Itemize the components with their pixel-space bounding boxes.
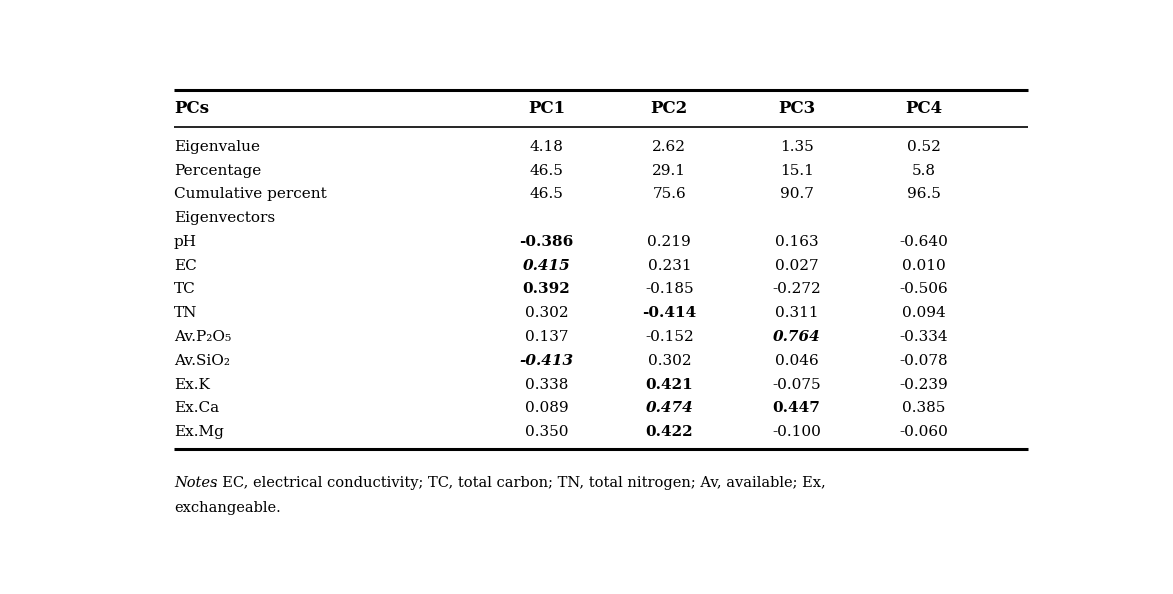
Text: -0.414: -0.414 — [643, 307, 697, 320]
Text: 0.422: 0.422 — [645, 425, 693, 439]
Text: 0.089: 0.089 — [524, 402, 569, 415]
Text: 0.302: 0.302 — [647, 354, 691, 368]
Text: PC2: PC2 — [651, 100, 689, 117]
Text: 0.392: 0.392 — [523, 283, 570, 296]
Text: 29.1: 29.1 — [652, 163, 686, 178]
Text: 1.35: 1.35 — [780, 140, 814, 154]
Text: . EC, electrical conductivity; TC, total carbon; TN, total nitrogen; Av, availab: . EC, electrical conductivity; TC, total… — [213, 476, 826, 490]
Text: 0.52: 0.52 — [907, 140, 941, 154]
Text: -0.152: -0.152 — [645, 330, 693, 344]
Text: -0.185: -0.185 — [645, 283, 693, 296]
Text: -0.506: -0.506 — [900, 283, 948, 296]
Text: 0.338: 0.338 — [526, 378, 568, 391]
Text: Notes: Notes — [174, 476, 217, 490]
Text: 90.7: 90.7 — [780, 187, 814, 201]
Text: 15.1: 15.1 — [780, 163, 814, 178]
Text: Eigenvectors: Eigenvectors — [174, 211, 274, 225]
Text: 0.447: 0.447 — [773, 402, 821, 415]
Text: Av.P₂O₅: Av.P₂O₅ — [174, 330, 231, 344]
Text: 0.421: 0.421 — [645, 378, 693, 391]
Text: Cumulative percent: Cumulative percent — [174, 187, 326, 201]
Text: -0.060: -0.060 — [900, 425, 948, 439]
Text: 0.094: 0.094 — [902, 307, 945, 320]
Text: -0.413: -0.413 — [520, 354, 574, 368]
Text: 0.474: 0.474 — [645, 402, 693, 415]
Text: Ex.K: Ex.K — [174, 378, 210, 391]
Text: -0.078: -0.078 — [900, 354, 948, 368]
Text: -0.334: -0.334 — [900, 330, 948, 344]
Text: 46.5: 46.5 — [530, 187, 563, 201]
Text: -0.100: -0.100 — [772, 425, 821, 439]
Text: Ex.Ca: Ex.Ca — [174, 402, 219, 415]
Text: 0.010: 0.010 — [902, 258, 945, 273]
Text: 0.350: 0.350 — [524, 425, 569, 439]
Text: -0.075: -0.075 — [772, 378, 821, 391]
Text: 0.385: 0.385 — [902, 402, 945, 415]
Text: 0.137: 0.137 — [524, 330, 569, 344]
Text: 75.6: 75.6 — [652, 187, 686, 201]
Text: -0.239: -0.239 — [900, 378, 948, 391]
Text: -0.640: -0.640 — [900, 235, 948, 249]
Text: PC3: PC3 — [778, 100, 815, 117]
Text: PCs: PCs — [174, 100, 209, 117]
Text: -0.386: -0.386 — [520, 235, 574, 249]
Text: 0.764: 0.764 — [773, 330, 820, 344]
Text: 0.231: 0.231 — [647, 258, 691, 273]
Text: 4.18: 4.18 — [530, 140, 563, 154]
Text: TN: TN — [174, 307, 197, 320]
Text: 0.163: 0.163 — [775, 235, 819, 249]
Text: 0.027: 0.027 — [775, 258, 819, 273]
Text: 0.415: 0.415 — [523, 258, 570, 273]
Text: exchangeable.: exchangeable. — [174, 501, 280, 515]
Text: 96.5: 96.5 — [907, 187, 941, 201]
Text: 2.62: 2.62 — [652, 140, 686, 154]
Text: 0.302: 0.302 — [524, 307, 569, 320]
Text: Ex.Mg: Ex.Mg — [174, 425, 224, 439]
Text: Av.SiO₂: Av.SiO₂ — [174, 354, 230, 368]
Text: Eigenvalue: Eigenvalue — [174, 140, 260, 154]
Text: 0.046: 0.046 — [774, 354, 819, 368]
Text: PC1: PC1 — [528, 100, 565, 117]
Text: TC: TC — [174, 283, 196, 296]
Text: pH: pH — [174, 235, 197, 249]
Text: EC: EC — [174, 258, 197, 273]
Text: 0.219: 0.219 — [647, 235, 691, 249]
Text: 46.5: 46.5 — [530, 163, 563, 178]
Text: 0.311: 0.311 — [775, 307, 819, 320]
Text: Percentage: Percentage — [174, 163, 262, 178]
Text: -0.272: -0.272 — [772, 283, 821, 296]
Text: 5.8: 5.8 — [911, 163, 936, 178]
Text: PC4: PC4 — [906, 100, 942, 117]
